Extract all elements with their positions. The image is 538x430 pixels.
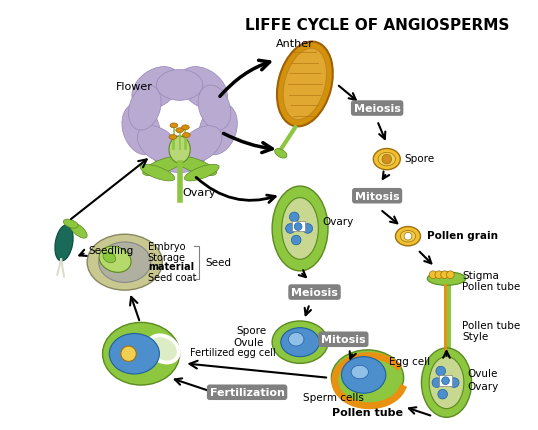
- Ellipse shape: [281, 328, 320, 357]
- Circle shape: [382, 155, 392, 165]
- Text: Ovary: Ovary: [468, 381, 499, 390]
- Ellipse shape: [153, 137, 206, 173]
- Ellipse shape: [87, 235, 162, 290]
- Ellipse shape: [169, 137, 190, 163]
- Ellipse shape: [274, 149, 287, 159]
- Text: Ovary: Ovary: [322, 216, 353, 226]
- Ellipse shape: [373, 149, 400, 170]
- Circle shape: [121, 346, 136, 362]
- Ellipse shape: [282, 198, 318, 260]
- Ellipse shape: [103, 322, 180, 385]
- Ellipse shape: [143, 157, 184, 176]
- Ellipse shape: [175, 157, 216, 176]
- Bar: [439, 375, 452, 387]
- Text: Meiosis: Meiosis: [353, 104, 401, 114]
- Ellipse shape: [378, 153, 395, 166]
- Ellipse shape: [129, 86, 161, 131]
- Text: Mitosis: Mitosis: [355, 191, 399, 201]
- Text: Flower: Flower: [116, 82, 153, 92]
- Ellipse shape: [103, 252, 116, 263]
- Ellipse shape: [55, 225, 73, 261]
- Text: Seed: Seed: [206, 258, 232, 267]
- Circle shape: [303, 224, 313, 234]
- Text: Fertilization: Fertilization: [210, 387, 285, 397]
- Circle shape: [438, 390, 448, 399]
- Text: Ovule: Ovule: [233, 338, 264, 347]
- Ellipse shape: [331, 350, 404, 406]
- Ellipse shape: [351, 366, 369, 379]
- Text: Embryo: Embryo: [148, 241, 185, 251]
- Text: Stigma: Stigma: [462, 270, 499, 280]
- Text: Seed coat: Seed coat: [148, 272, 196, 282]
- Ellipse shape: [169, 135, 177, 140]
- Ellipse shape: [180, 68, 228, 110]
- Ellipse shape: [199, 104, 237, 156]
- Circle shape: [432, 378, 442, 387]
- Ellipse shape: [427, 272, 466, 286]
- Ellipse shape: [109, 334, 159, 374]
- Text: Pollen tube: Pollen tube: [462, 320, 520, 330]
- Ellipse shape: [342, 357, 386, 393]
- Text: Spore: Spore: [404, 154, 434, 164]
- Ellipse shape: [272, 187, 328, 271]
- Ellipse shape: [395, 227, 421, 246]
- Text: Style: Style: [462, 332, 488, 341]
- Text: Sperm cells: Sperm cells: [303, 392, 364, 402]
- Ellipse shape: [180, 126, 222, 163]
- Text: Spore: Spore: [236, 325, 266, 335]
- Ellipse shape: [70, 223, 87, 239]
- Text: Fertilized egg cell: Fertilized egg cell: [190, 347, 276, 357]
- Text: Pollen tube: Pollen tube: [462, 282, 520, 292]
- Ellipse shape: [185, 165, 219, 181]
- Ellipse shape: [176, 129, 183, 133]
- Ellipse shape: [99, 247, 131, 273]
- Ellipse shape: [421, 348, 471, 418]
- Circle shape: [294, 223, 302, 231]
- Text: Meiosis: Meiosis: [291, 287, 338, 298]
- Circle shape: [292, 236, 301, 245]
- Circle shape: [449, 378, 459, 387]
- Text: Mitosis: Mitosis: [321, 335, 366, 344]
- Ellipse shape: [122, 104, 160, 156]
- Ellipse shape: [157, 71, 203, 101]
- Text: Storage: Storage: [148, 253, 186, 263]
- Ellipse shape: [140, 165, 175, 181]
- Ellipse shape: [137, 126, 179, 163]
- Ellipse shape: [429, 357, 464, 408]
- Text: Ovary: Ovary: [182, 187, 216, 197]
- Circle shape: [436, 366, 445, 376]
- Circle shape: [447, 271, 454, 279]
- Text: Egg cell: Egg cell: [388, 356, 430, 366]
- Ellipse shape: [272, 321, 328, 363]
- Ellipse shape: [63, 220, 78, 229]
- Text: Pollen grain: Pollen grain: [427, 230, 498, 241]
- Ellipse shape: [400, 231, 416, 243]
- Circle shape: [435, 271, 443, 279]
- Ellipse shape: [98, 243, 151, 283]
- Bar: [292, 221, 305, 232]
- Text: Ovule: Ovule: [468, 368, 498, 378]
- Circle shape: [429, 271, 437, 279]
- Text: material: material: [148, 261, 194, 271]
- Ellipse shape: [150, 338, 177, 361]
- Circle shape: [404, 233, 412, 240]
- Ellipse shape: [283, 49, 327, 120]
- Text: LIFFE CYCLE OF ANGIOSPERMS: LIFFE CYCLE OF ANGIOSPERMS: [245, 18, 509, 33]
- Text: Pollen tube: Pollen tube: [332, 407, 403, 417]
- Circle shape: [286, 224, 295, 234]
- Ellipse shape: [170, 124, 178, 129]
- Circle shape: [441, 271, 449, 279]
- Ellipse shape: [198, 86, 231, 131]
- Text: Seedling: Seedling: [88, 245, 133, 255]
- Ellipse shape: [132, 68, 180, 110]
- Ellipse shape: [146, 334, 181, 365]
- Circle shape: [289, 212, 299, 222]
- Ellipse shape: [182, 133, 190, 138]
- Ellipse shape: [288, 333, 304, 346]
- Ellipse shape: [277, 43, 333, 127]
- Circle shape: [442, 377, 449, 385]
- Ellipse shape: [181, 126, 189, 130]
- Text: Anther: Anther: [276, 40, 314, 49]
